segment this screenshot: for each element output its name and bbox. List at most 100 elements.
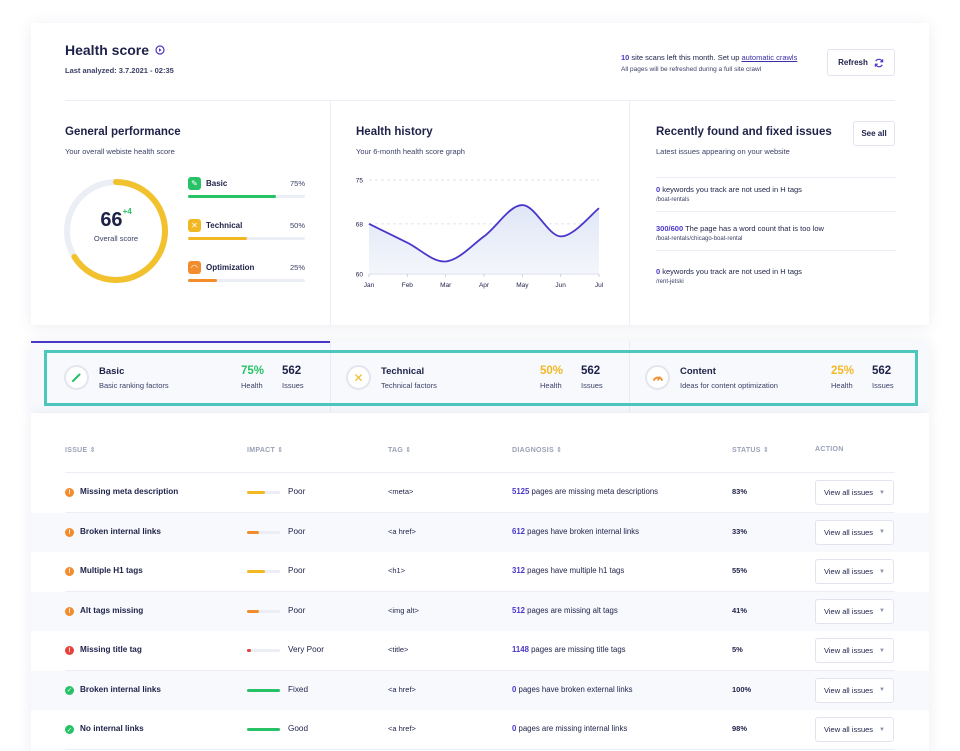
tab-content[interactable]: Content Ideas for content optimization 2… <box>612 341 911 412</box>
status-icon: ✓ <box>65 725 74 734</box>
tab-basic[interactable]: Basic Basic ranking factors 75% Health 5… <box>31 341 330 412</box>
status-value: 55% <box>732 566 748 575</box>
diagnosis-count: 612 <box>512 526 526 536</box>
page-title: Health score <box>65 42 165 58</box>
chevron-down-icon: ▼ <box>879 726 885 733</box>
pencil-icon <box>64 365 89 390</box>
row-divider <box>65 748 895 750</box>
diagnosis-count: 512 <box>512 605 526 615</box>
tab-issues-value: 562 <box>581 365 601 377</box>
status-icon: ! <box>65 646 74 655</box>
recent-issue-path: /boat-rentals <box>656 197 690 203</box>
view-all-issues-label: View all issues <box>823 685 874 695</box>
recent-issues-title: Recently found and fixed issues <box>656 126 832 138</box>
impact-bar <box>247 649 280 652</box>
view-all-issues-label: View all issues <box>823 606 874 616</box>
header-issue[interactable]: ISSUE ⇕ <box>65 447 96 454</box>
play-circle-icon[interactable] <box>155 45 165 55</box>
tab-health-label: Health <box>241 381 263 390</box>
diagnosis-text: pages are missing internal links <box>516 724 628 733</box>
series-line <box>368 204 600 263</box>
close-x-icon: ✕ <box>346 365 371 390</box>
table-row: ! Missing title tag Very Poor <title> 1148 p… <box>31 631 929 671</box>
view-all-issues-label: View all issues <box>823 646 874 655</box>
y-tick-label: 60 <box>356 272 364 279</box>
diagnosis: 0 pages are missing internal links <box>512 724 627 733</box>
general-performance-title: General performance <box>65 126 181 138</box>
table-row: ! Broken internal links Poor <a href> 612 pa… <box>31 512 929 552</box>
recent-issue-item[interactable]: 300/600 The page has a word count that i… <box>656 224 896 251</box>
view-all-issues-button[interactable]: View all issues ▼ <box>815 519 894 545</box>
tab-divider <box>330 341 331 412</box>
scans-count: 10 <box>621 53 630 62</box>
tab-health-label: Health <box>831 381 853 390</box>
row-divider <box>65 590 895 592</box>
tab-desc: Ideas for content optimization <box>680 381 778 390</box>
recent-issue-count: 0 <box>656 267 661 276</box>
health-history-subtitle: Your 6-month health score graph <box>356 147 465 156</box>
issue-name: Multiple H1 tags <box>80 566 143 575</box>
refresh-button[interactable]: Refresh <box>827 49 895 76</box>
header-diagnosis[interactable]: DIAGNOSIS ⇕ <box>512 447 563 454</box>
see-all-button[interactable]: See all <box>853 121 895 146</box>
speedometer-icon: ◠ <box>188 261 201 274</box>
status-value: 33% <box>732 526 748 536</box>
impact-label: Fixed <box>288 684 309 694</box>
diagnosis-text: pages have broken internal links <box>525 526 640 536</box>
tag-value: <img alt> <box>388 605 419 615</box>
view-all-issues-button[interactable]: View all issues ▼ <box>815 717 894 742</box>
issue-name: Alt tags missing <box>80 605 144 615</box>
recent-divider <box>656 177 896 178</box>
metric-label: Basic <box>206 179 228 188</box>
health-history-title: Health history <box>356 126 433 138</box>
scans-note: 10 site scans left this month. Set up au… <box>621 53 797 62</box>
tab-issues-value: 562 <box>872 365 892 377</box>
issue-name: Broken internal links <box>80 526 161 536</box>
scans-text: site scans left this month. Set up <box>629 53 742 62</box>
score-delta: +4 <box>122 206 132 216</box>
view-all-issues-label: View all issues <box>823 725 874 734</box>
recent-issue-item[interactable]: 0 keywords you track are not used in H t… <box>656 185 896 212</box>
row-divider <box>65 669 895 671</box>
header-impact[interactable]: IMPACT ⇕ <box>247 447 284 454</box>
status-icon: ! <box>65 606 74 616</box>
tab-health-value: 50% <box>540 365 564 377</box>
health-overview-card: Health score Last analyzed: 3.7.2021 - 0… <box>31 23 929 325</box>
impact-label: Poor <box>288 566 306 575</box>
tab-desc: Basic ranking factors <box>99 381 169 390</box>
speedometer-icon <box>645 365 670 390</box>
table-row: ! Multiple H1 tags Poor <h1> 312 pages have … <box>31 552 929 592</box>
header-divider <box>65 100 895 101</box>
status-value: 5% <box>732 645 743 654</box>
tab-desc: Technical factors <box>381 381 437 390</box>
tabs-highlight-frame <box>44 350 918 406</box>
tab-health-value: 25% <box>831 365 855 377</box>
diagnosis-count: 312 <box>512 566 526 575</box>
status-value: 83% <box>732 487 748 496</box>
x-tick-label: Mar <box>440 282 452 289</box>
header-tag[interactable]: TAG ⇕ <box>388 447 412 454</box>
x-tick-label: Feb <box>402 282 414 289</box>
tab-name: Content <box>680 366 716 377</box>
view-all-issues-button[interactable]: View all issues ▼ <box>815 677 894 703</box>
header-status[interactable]: STATUS ⇕ <box>732 447 770 454</box>
view-all-issues-button[interactable]: View all issues ▼ <box>815 638 894 663</box>
view-all-issues-button[interactable]: View all issues ▼ <box>815 598 894 624</box>
chevron-down-icon: ▼ <box>879 608 885 614</box>
header-action: ACTION <box>815 446 844 453</box>
series-area <box>369 205 599 274</box>
view-all-issues-button[interactable]: View all issues ▼ <box>815 480 894 505</box>
tab-name: Technical <box>381 366 425 377</box>
tag-value: <meta> <box>388 487 414 496</box>
tab-issues-label: Issues <box>282 381 304 390</box>
impact-bar <box>247 491 280 494</box>
wrench-icon: ✕ <box>188 219 201 232</box>
recent-issue-item[interactable]: 0 keywords you track are not used in H t… <box>656 267 896 293</box>
automatic-crawls-link[interactable]: automatic crawls <box>741 53 798 62</box>
view-all-issues-button[interactable]: View all issues ▼ <box>815 559 894 584</box>
recent-issue-text: keywords you track are not used in H tag… <box>660 185 802 194</box>
general-performance-subtitle: Your overall webiste health score <box>65 147 175 156</box>
tab-technical[interactable]: ✕ Technical Technical factors 50% Health… <box>313 341 612 412</box>
tag-value: <a href> <box>388 684 416 694</box>
metric-optimization: ◠ Optimization 25% <box>188 261 305 282</box>
